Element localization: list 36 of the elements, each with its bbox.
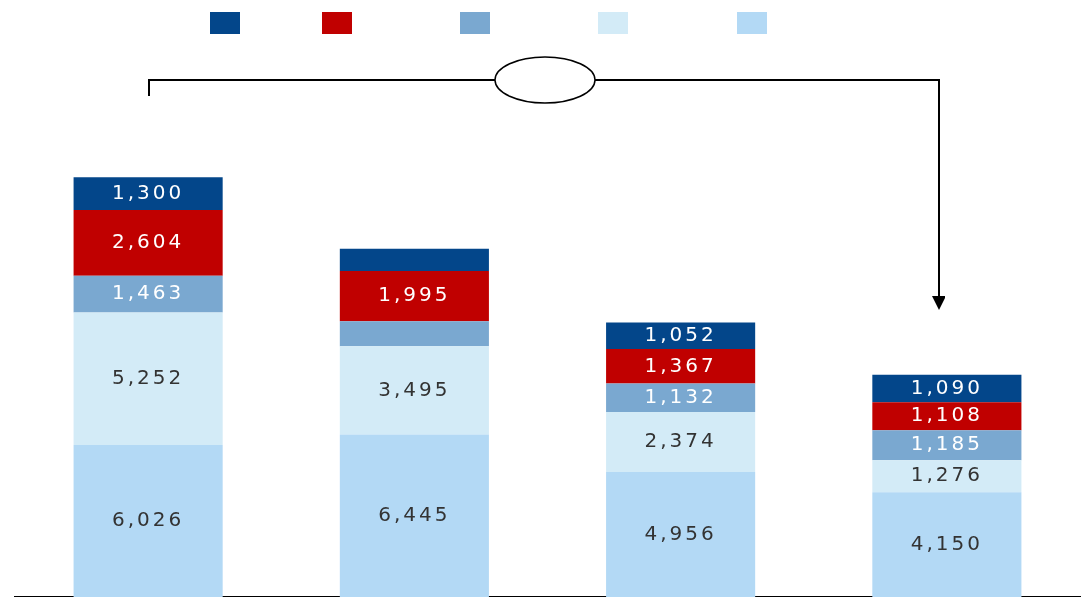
bar: [339, 271, 489, 322]
data-label: 4,956: [644, 520, 717, 545]
data-label: 1,300: [111, 179, 185, 204]
data-label: 1,367: [644, 352, 717, 377]
bar: [339, 434, 489, 597]
data-label: 6,445: [378, 501, 451, 526]
bar: [606, 383, 756, 413]
bar: [73, 275, 223, 313]
bar: [73, 177, 223, 210]
data-label: 4,150: [910, 530, 984, 555]
bar: [606, 349, 756, 384]
bar: [872, 430, 1022, 461]
bar: [339, 321, 489, 347]
data-label: 2,604: [111, 229, 185, 254]
data-label: 1,090: [910, 374, 984, 399]
bar: [872, 460, 1022, 493]
bar: [73, 312, 223, 446]
data-label: 1,276: [910, 462, 984, 487]
bar: [339, 346, 489, 435]
data-label: 1,052: [644, 322, 717, 347]
bar: [606, 472, 756, 597]
data-label: 1,995: [378, 282, 451, 307]
bar: [73, 209, 223, 276]
data-label: 1,132: [644, 384, 717, 409]
bar: [73, 445, 223, 597]
bar: [339, 248, 489, 271]
data-label: 6,026: [111, 507, 185, 532]
data-label: 1,463: [111, 280, 185, 305]
data-label: 1,108: [910, 402, 984, 427]
data-label: 5,252: [111, 364, 185, 389]
data-label: 2,374: [644, 428, 717, 453]
bar: [872, 492, 1022, 597]
bar: [872, 402, 1022, 431]
bar: [606, 412, 756, 472]
data-label: 3,495: [378, 376, 451, 401]
data-label: 1,185: [910, 431, 984, 456]
